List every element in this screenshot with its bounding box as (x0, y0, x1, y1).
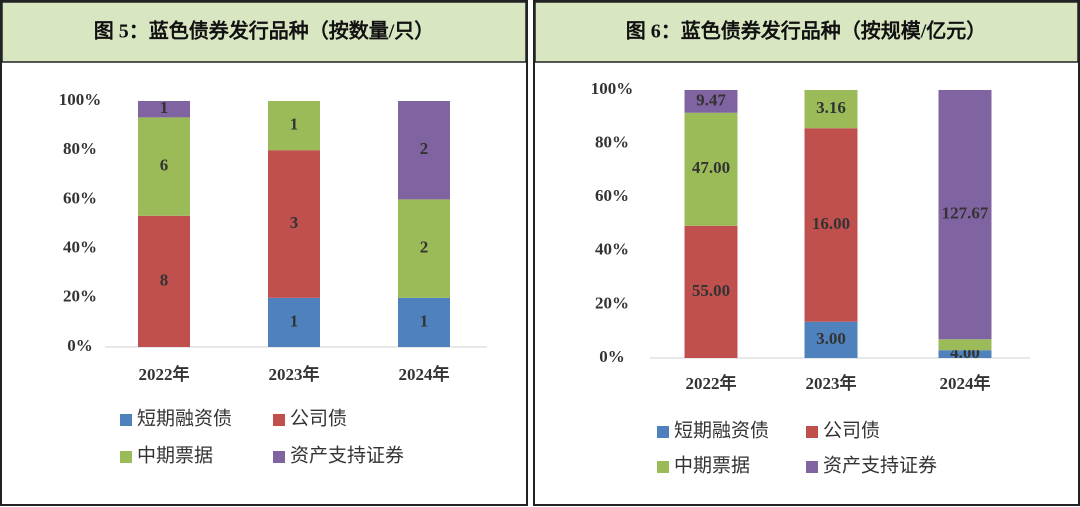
x-tick-label: 2023年 (269, 364, 320, 384)
y-tick-label: 0% (599, 347, 625, 366)
y-tick-label: 80% (63, 139, 97, 158)
x-tick-label: 2022年 (139, 364, 190, 384)
data-label: 127.67 (942, 204, 989, 223)
data-label: 8 (160, 270, 169, 289)
legend-swatch (273, 451, 285, 463)
y-tick-label: 40% (595, 240, 629, 259)
data-label: 16.00 (812, 214, 850, 233)
y-tick-label: 40% (63, 238, 97, 257)
bar-segment (684, 90, 738, 113)
chart-title: 图 6：蓝色债券发行品种（按规模/亿元） (626, 19, 987, 43)
data-label: 3 (290, 213, 299, 232)
y-tick-label: 60% (595, 186, 629, 205)
x-tick-label: 2022年 (686, 373, 737, 393)
legend-label: 短期融资债 (137, 407, 232, 429)
chart-title: 图 5：蓝色债券发行品种（按数量/只） (94, 19, 435, 43)
data-label: 47.00 (692, 158, 730, 177)
x-tick-label: 2023年 (806, 373, 857, 393)
legend-label: 公司债 (290, 407, 347, 429)
data-label: 1 (290, 115, 299, 134)
data-label: 55.00 (692, 281, 730, 300)
legend-swatch (806, 461, 818, 473)
bar-segment (398, 297, 450, 347)
bar-segment (138, 117, 190, 216)
legend-label: 短期融资债 (674, 419, 769, 441)
legend-swatch (806, 426, 818, 438)
data-label: 2 (420, 139, 429, 158)
legend-swatch (273, 414, 285, 426)
data-label: 3.00 (816, 329, 846, 348)
bar-segment (938, 90, 992, 340)
bar-segment (684, 112, 738, 226)
legend-swatch (657, 426, 669, 438)
data-label: 1 (290, 311, 299, 330)
y-tick-label: 100% (59, 90, 102, 109)
data-label: 1 (420, 311, 429, 330)
x-tick-label: 2024年 (399, 364, 450, 384)
bar-segment (938, 350, 992, 358)
bar-segment (804, 128, 858, 322)
bar-segment (804, 321, 858, 358)
bar-segment (804, 90, 858, 129)
bar-segment (138, 101, 190, 118)
legend-swatch (657, 461, 669, 473)
legend-label: 中期票据 (674, 454, 750, 476)
legend-label: 资产支持证券 (290, 444, 404, 466)
y-tick-label: 20% (595, 293, 629, 312)
y-tick-label: 20% (63, 287, 97, 306)
legend-label: 资产支持证券 (823, 454, 937, 476)
bar-segment (938, 339, 992, 351)
data-label: 1 (160, 98, 169, 117)
y-tick-label: 60% (63, 188, 97, 207)
bar-segment (268, 150, 320, 298)
y-tick-label: 100% (591, 79, 634, 98)
legend-swatch (120, 451, 132, 463)
x-tick-label: 2024年 (940, 373, 991, 393)
bar-segment (398, 199, 450, 298)
panel-header (1, 1, 527, 63)
bar-segment (398, 101, 450, 200)
y-tick-label: 0% (67, 336, 93, 355)
data-label: 6 (160, 156, 169, 175)
y-tick-label: 80% (595, 133, 629, 152)
bar-segment (138, 215, 190, 347)
bar-segment (684, 225, 738, 358)
panel-header (534, 1, 1079, 63)
data-label: 9.47 (696, 90, 726, 109)
data-label: 2 (420, 238, 429, 257)
legend-label: 中期票据 (137, 444, 213, 466)
bar-segment (268, 101, 320, 151)
legend-swatch (120, 414, 132, 426)
data-label: 3.16 (816, 98, 846, 117)
bar-segment (268, 297, 320, 347)
legend-label: 公司债 (823, 419, 880, 441)
